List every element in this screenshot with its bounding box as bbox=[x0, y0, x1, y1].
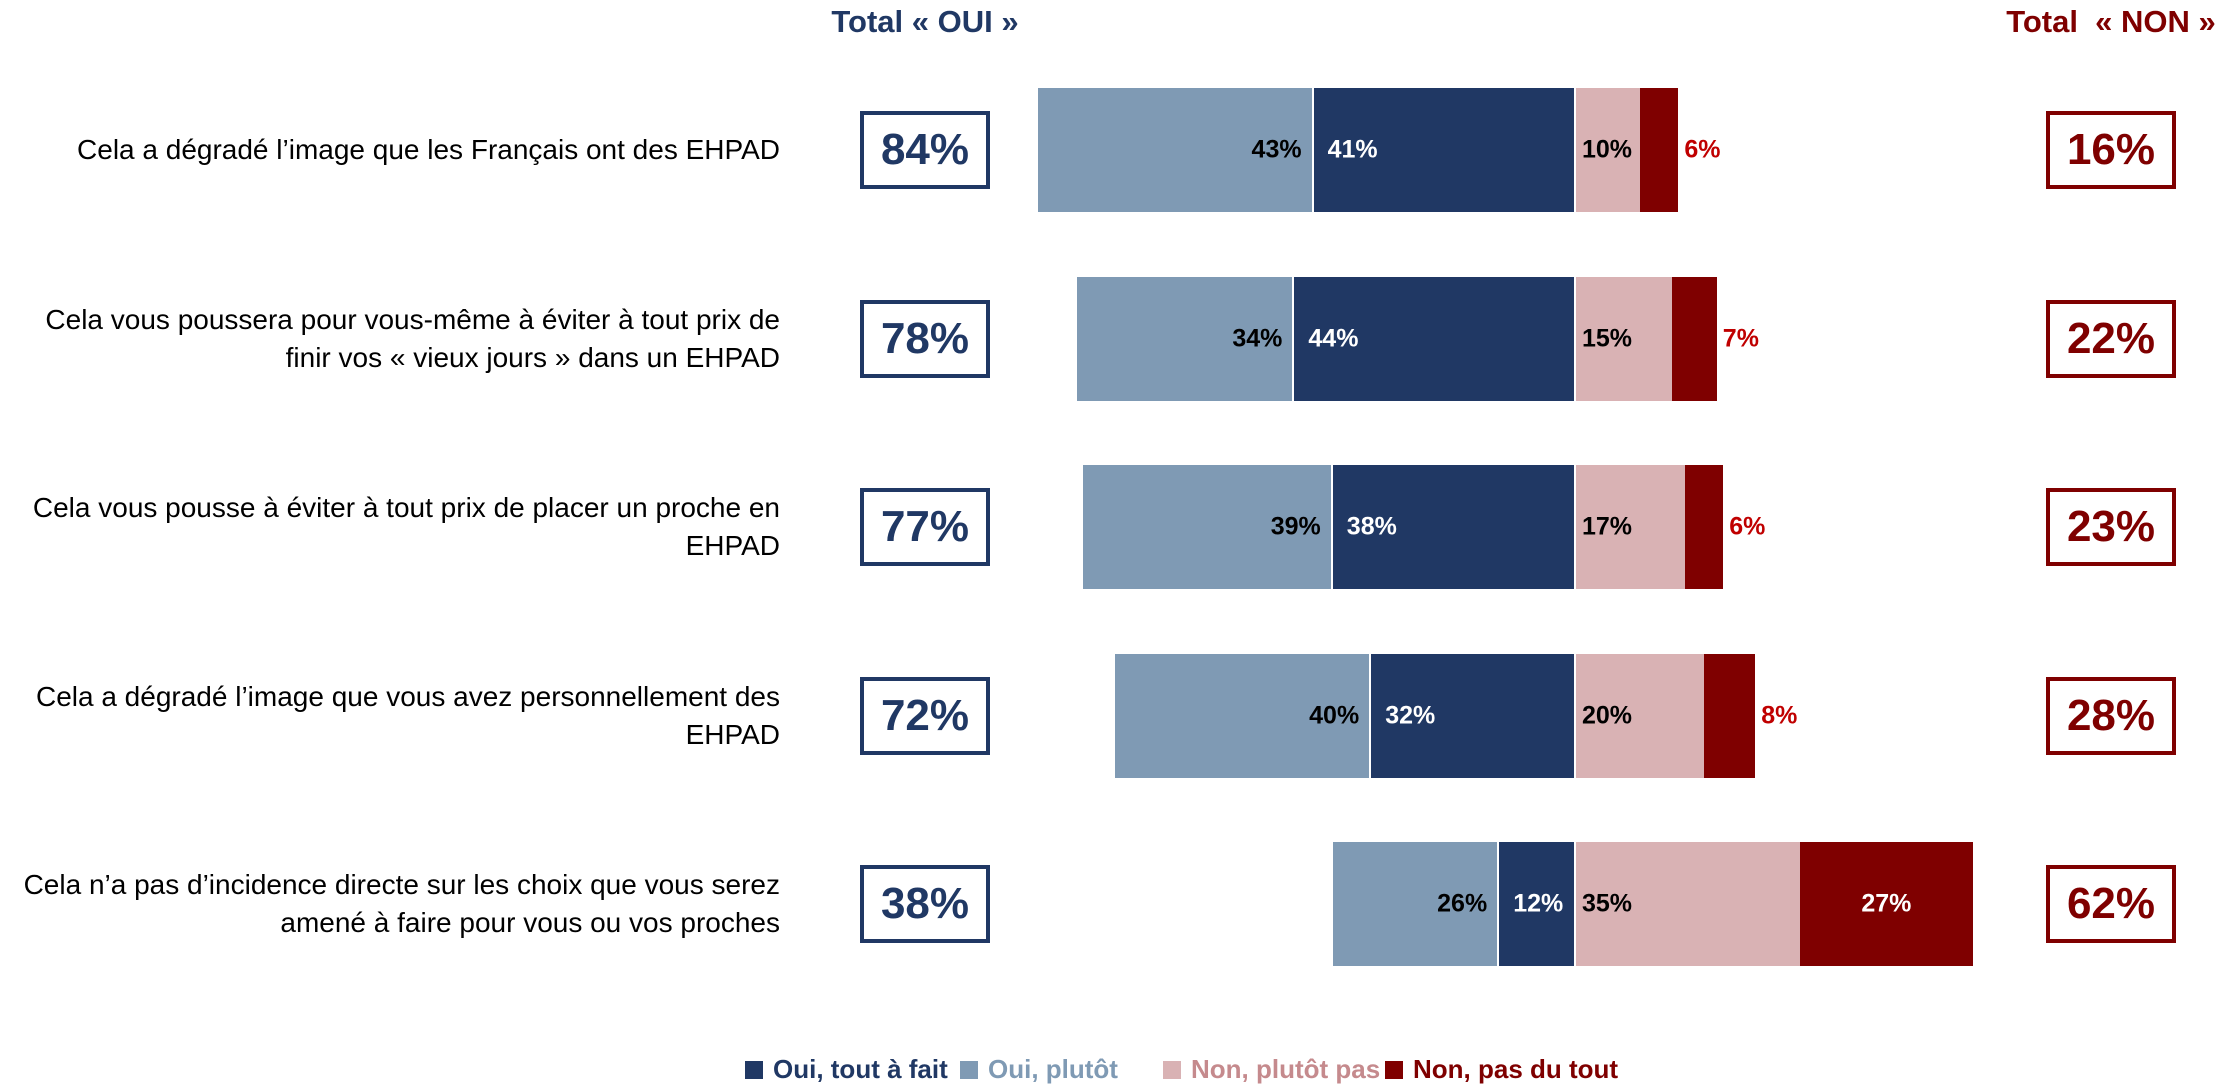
category-label: Cela a dégradé l’image que les Français … bbox=[77, 134, 780, 165]
value-label: 15% bbox=[1582, 324, 1633, 353]
bar-segment bbox=[1672, 277, 1717, 401]
category-label: Cela vous pousse à éviter à tout prix de… bbox=[32, 492, 780, 561]
bar-segment bbox=[1076, 277, 1295, 401]
total-oui-box: 84% bbox=[860, 111, 990, 189]
bar-segment bbox=[1576, 842, 1800, 966]
bar-segment bbox=[1640, 88, 1679, 212]
bar-segment bbox=[1800, 842, 1973, 966]
legend-label: Oui, tout à fait bbox=[773, 1054, 948, 1084]
value-label: 8% bbox=[1761, 701, 1798, 730]
category-label: Cela a dégradé l’image que vous avez per… bbox=[35, 681, 780, 750]
total-oui-box: 38% bbox=[860, 865, 990, 943]
value-label: 6% bbox=[1684, 135, 1721, 164]
total-non-box: 23% bbox=[2046, 488, 2176, 566]
total-non-box: 62% bbox=[2046, 865, 2176, 943]
total-oui-box: 77% bbox=[860, 488, 990, 566]
value-label: 26% bbox=[1437, 889, 1488, 918]
value-label: 7% bbox=[1722, 324, 1759, 353]
value-label: 6% bbox=[1729, 512, 1766, 541]
value-label: 10% bbox=[1582, 135, 1633, 164]
bar-segment bbox=[1576, 88, 1640, 212]
bar-segment bbox=[1704, 654, 1756, 778]
legend-swatch bbox=[1163, 1060, 1181, 1079]
value-label: 39% bbox=[1270, 512, 1321, 541]
value-label: 17% bbox=[1582, 512, 1633, 541]
non-header: Total « NON » bbox=[2006, 4, 2216, 39]
value-label: 20% bbox=[1582, 701, 1633, 730]
total-oui-box: 72% bbox=[860, 677, 990, 755]
bar-segment bbox=[1576, 277, 1672, 401]
legend-item: Oui, plutôt bbox=[960, 1054, 1118, 1085]
bar-segment bbox=[1499, 842, 1576, 966]
legend-swatch bbox=[1385, 1060, 1403, 1079]
bar-segment bbox=[1083, 465, 1333, 589]
total-non-box: 28% bbox=[2046, 677, 2176, 755]
total-oui-box: 78% bbox=[860, 300, 990, 378]
bar-segment bbox=[1313, 88, 1576, 212]
value-label: 40% bbox=[1309, 701, 1360, 730]
value-label: 41% bbox=[1327, 135, 1378, 164]
bar-segment bbox=[1115, 654, 1372, 778]
legend-item: Non, plutôt pas bbox=[1163, 1054, 1380, 1085]
value-label: 27% bbox=[1861, 889, 1912, 918]
value-label: 34% bbox=[1232, 324, 1283, 353]
bar-segment bbox=[1038, 88, 1314, 212]
bar-segment bbox=[1294, 277, 1576, 401]
value-label: 44% bbox=[1308, 324, 1359, 353]
oui-header: Total « OUI » bbox=[831, 4, 1019, 39]
category-label: Cela n’a pas d’incidence directe sur les… bbox=[23, 869, 780, 938]
value-label: 38% bbox=[1346, 512, 1397, 541]
bar-segment bbox=[1332, 465, 1576, 589]
value-label: 32% bbox=[1385, 701, 1436, 730]
bar-segment bbox=[1371, 654, 1576, 778]
legend-item: Oui, tout à fait bbox=[745, 1054, 948, 1085]
bar-segment bbox=[1684, 465, 1724, 589]
category-label: Cela vous poussera pour vous-même à évit… bbox=[45, 304, 780, 373]
value-label: 12% bbox=[1513, 889, 1564, 918]
legend-label: Oui, plutôt bbox=[988, 1054, 1118, 1084]
legend-label: Non, pas du tout bbox=[1413, 1054, 1619, 1084]
value-label: 43% bbox=[1251, 135, 1302, 164]
legend-label: Non, plutôt pas bbox=[1191, 1054, 1381, 1084]
legend-swatch bbox=[745, 1060, 763, 1079]
legend-item: Non, pas du tout bbox=[1385, 1054, 1618, 1085]
total-non-box: 22% bbox=[2046, 300, 2176, 378]
total-non-box: 16% bbox=[2046, 111, 2176, 189]
bar-segment bbox=[1576, 465, 1685, 589]
value-label: 35% bbox=[1582, 889, 1633, 918]
bar-segment bbox=[1332, 842, 1500, 966]
legend-swatch bbox=[960, 1060, 978, 1079]
bar-segment bbox=[1576, 654, 1704, 778]
